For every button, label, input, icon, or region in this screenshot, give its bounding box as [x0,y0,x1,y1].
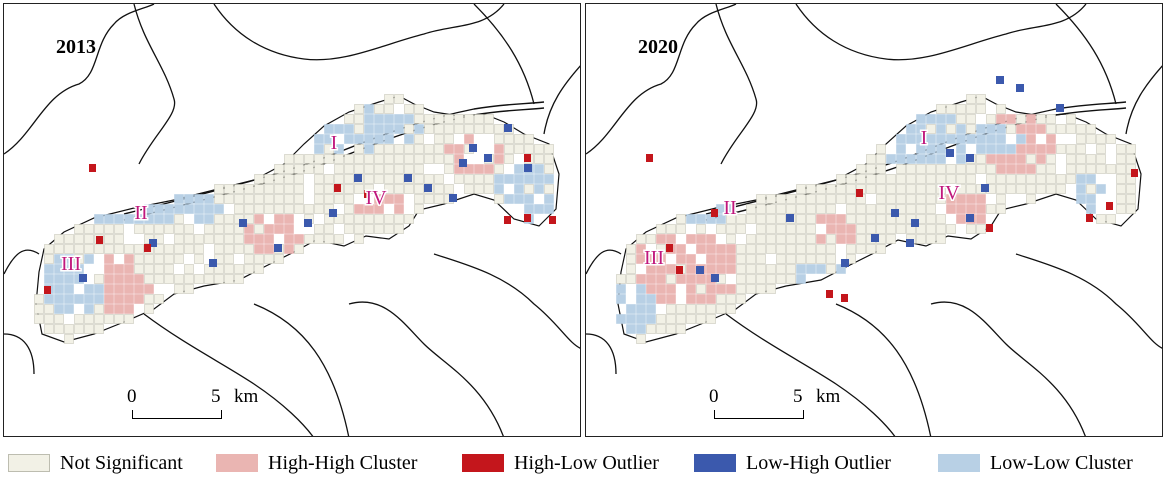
year-label: 2013 [56,36,96,58]
region-label: IV [365,187,387,209]
legend-item-not-significant: Not Significant [8,450,183,476]
legend-swatch [694,454,736,472]
legend-item-low-high: Low-High Outlier [694,450,891,476]
legend-label: Low-Low Cluster [990,451,1133,474]
scale-bar: 0 5 km [122,386,272,422]
scale-unit: km [234,386,259,407]
legend-swatch [8,454,50,472]
legend-swatch [462,454,504,472]
region-label: I [921,127,928,149]
legend-label: High-High Cluster [268,451,418,474]
region-label: IV [938,182,960,204]
map-legend: Not Significant High-High Cluster High-L… [0,450,1171,476]
scale-bar-line [132,410,222,419]
lisa-grid-cells [616,76,1138,344]
scale-unit: km [816,386,841,407]
scale-end: 5 [211,386,221,407]
region-label: II [134,202,147,224]
year-label: 2020 [638,36,678,58]
scale-bar-line [714,410,804,419]
legend-label: Not Significant [60,451,183,474]
map-panel-2020: I II III IV 2020 0 5 km [585,3,1163,437]
legend-item-high-low: High-Low Outlier [462,450,659,476]
legend-swatch [938,454,980,472]
legend-item-high-high: High-High Cluster [216,450,417,476]
legend-item-low-low: Low-Low Cluster [938,450,1133,476]
legend-label: High-Low Outlier [514,451,659,474]
region-label: III [644,247,664,269]
lisa-grid-cells [34,94,556,344]
scale-start: 0 [127,386,137,407]
legend-label: Low-High Outlier [746,451,891,474]
scale-end: 5 [793,386,803,407]
region-label: III [61,253,81,275]
map-panel-2013: I II III IV 2013 0 5 km [3,3,581,437]
region-label: I [331,132,338,154]
legend-swatch [216,454,258,472]
region-label: II [723,197,736,219]
scale-start: 0 [709,386,719,407]
scale-bar: 0 5 km [704,386,854,422]
